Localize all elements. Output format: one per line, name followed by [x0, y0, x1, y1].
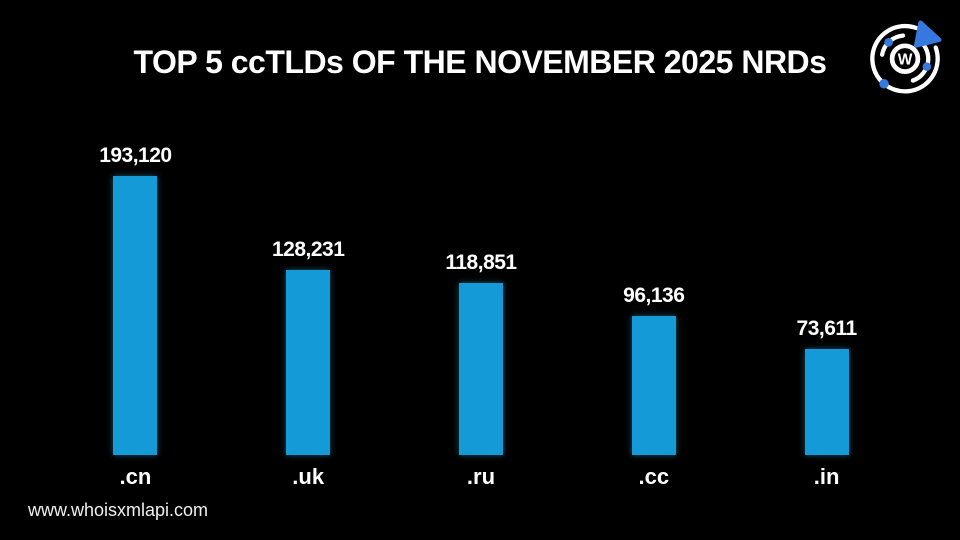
- chart-title: TOP 5 ccTLDs OF THE NOVEMBER 2025 NRDs: [133, 44, 827, 80]
- category-label-ru: .ru: [466, 464, 496, 489]
- bar-value-label: 96,136: [623, 284, 685, 307]
- bar-column-ru: 118,851: [395, 140, 568, 455]
- category-label-cc: .cc: [638, 464, 670, 489]
- logo-dot-bottom-left: [879, 79, 889, 89]
- category-labels: .cn .uk .ru .cc .in: [49, 464, 913, 490]
- bar-value-label: 193,120: [99, 144, 172, 167]
- bar-ru: [458, 283, 503, 455]
- bar-column-uk: 128,231: [222, 140, 395, 455]
- bar-value-label: 128,231: [271, 238, 345, 261]
- bar-value-label: 73,611: [796, 317, 858, 340]
- bar-cn: [113, 176, 158, 455]
- category-label-in: .in: [813, 464, 840, 489]
- website-url: www.whoisxmlapi.com: [28, 500, 209, 520]
- whoisxmlapi-logo: W: [870, 20, 942, 94]
- logo-dot-right: [922, 62, 932, 71]
- logo-pointer-icon: [913, 20, 942, 48]
- logo-dot-top-left: [884, 37, 893, 47]
- bar-column-cc: 96,136: [567, 140, 740, 455]
- bar-in: [804, 349, 849, 455]
- logo-letter: W: [898, 51, 913, 68]
- bar-column-in: 73,611: [740, 140, 913, 455]
- logo-inner-circle: [889, 43, 921, 74]
- category-label-uk: .uk: [292, 464, 325, 489]
- category-label-cn: .cn: [119, 464, 152, 489]
- bar-cc: [631, 316, 676, 455]
- bar-chart: 193,120 128,231 118,851 96,136 73,611: [49, 140, 913, 455]
- bar-uk: [286, 270, 331, 455]
- bar-column-cn: 193,120: [49, 140, 222, 455]
- bar-value-label: 118,851: [445, 251, 517, 274]
